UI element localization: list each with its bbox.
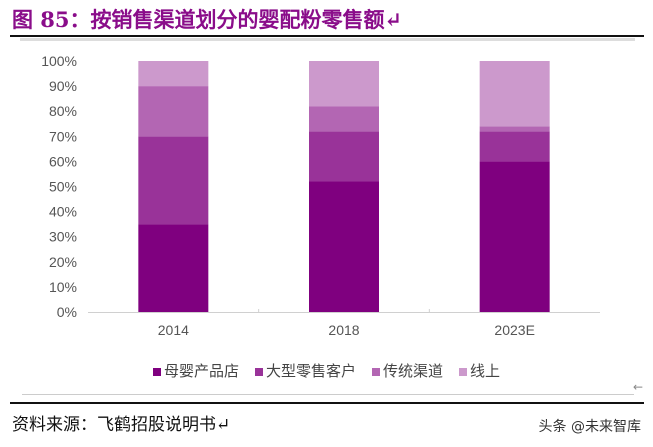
x-tick-label: 2018 xyxy=(328,322,359,338)
legend-label: 线上 xyxy=(470,362,501,380)
y-tick-label: 70% xyxy=(49,128,77,144)
x-tick-label: 2014 xyxy=(158,322,189,338)
bar-segment-2023E-0 xyxy=(479,161,550,312)
y-tick-label: 30% xyxy=(49,229,77,245)
bar-segment-2014-0 xyxy=(138,224,209,312)
legend-item: 传统渠道 xyxy=(372,362,443,380)
legend-label: 母婴产品店 xyxy=(163,362,239,380)
stacked-bar-chart: 0% 10% 20% 30% 40% 50% 60% 70% 80% 90% 100% 2014 201… xyxy=(41,53,600,338)
y-tick-label: 100% xyxy=(41,53,77,69)
y-tick-label: 80% xyxy=(49,103,77,119)
y-tick-label: 0% xyxy=(57,304,77,320)
bar-segment-2023E-2 xyxy=(479,126,550,132)
bar-segment-2023E-1 xyxy=(479,131,550,162)
bar-segment-2014-3 xyxy=(138,61,209,87)
legend-item: 线上 xyxy=(459,362,500,380)
bar-segment-2018-1 xyxy=(309,131,379,182)
legend-swatch xyxy=(372,367,380,376)
legend-item: 大型零售客户 xyxy=(254,362,356,380)
y-tick-label: 40% xyxy=(49,204,77,220)
y-tick-label: 10% xyxy=(49,279,77,295)
watermark: 头条 @未来智库 xyxy=(538,419,641,435)
return-arrow-icon: ← xyxy=(632,380,643,394)
x-tick-label: 2023E xyxy=(494,322,534,338)
divider xyxy=(22,394,634,395)
bar-segment-2014-2 xyxy=(138,86,209,137)
legend-label: 大型零售客户 xyxy=(265,362,356,380)
legend-swatch xyxy=(459,367,468,376)
legend: 母婴产品店 大型零售客户 传统渠道 线上 xyxy=(0,360,653,381)
divider-shadow xyxy=(20,38,635,41)
bar-segment-2023E-3 xyxy=(479,61,550,127)
legend-label: 传统渠道 xyxy=(383,362,444,380)
y-tick-label: 50% xyxy=(49,179,77,195)
legend-swatch xyxy=(152,367,161,376)
bar-segment-2018-0 xyxy=(309,181,379,312)
bar-segment-2014-1 xyxy=(138,136,209,225)
divider xyxy=(10,35,644,37)
y-tick-label: 20% xyxy=(49,254,77,270)
bar-segment-2018-3 xyxy=(309,61,379,107)
figure-title: 图 85：按销售渠道划分的婴配粉零售额↵ xyxy=(12,7,403,32)
divider xyxy=(10,402,644,404)
legend-item: 母婴产品店 xyxy=(152,362,239,380)
y-tick-label: 60% xyxy=(49,153,77,169)
y-tick-label: 90% xyxy=(49,78,77,94)
bar-segment-2018-2 xyxy=(309,106,379,132)
legend-swatch xyxy=(254,367,263,376)
source-note: 资料来源：飞鹤招股说明书↵ xyxy=(12,415,231,435)
